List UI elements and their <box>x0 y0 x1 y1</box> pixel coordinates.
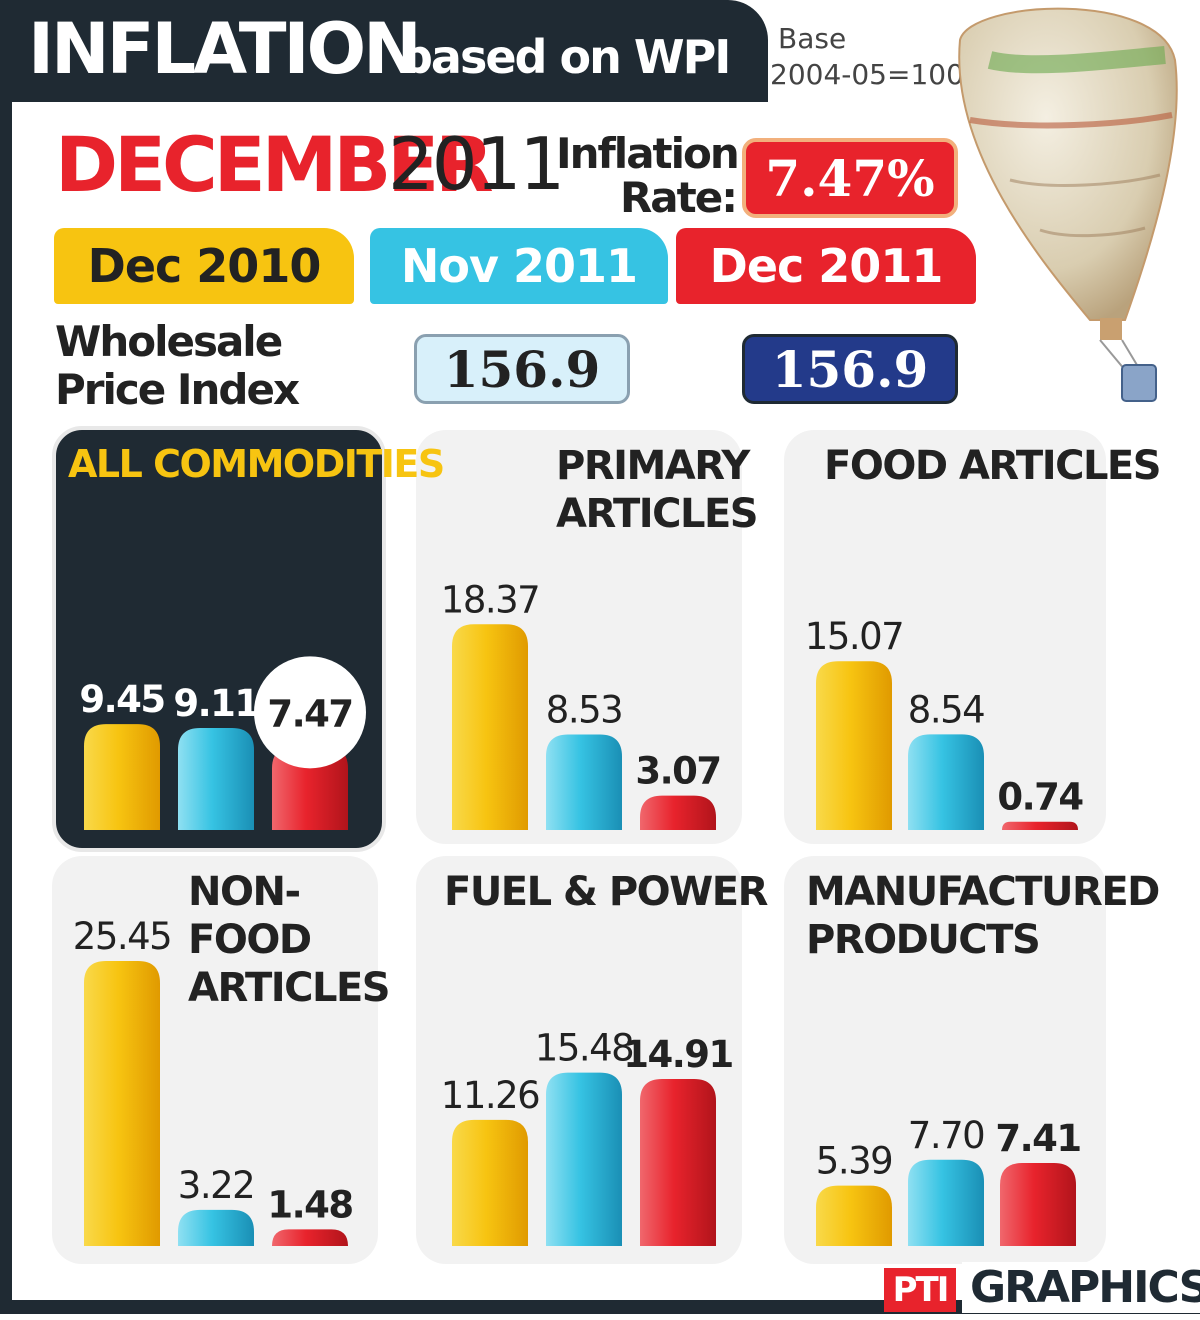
rate-label-line1: Inflation <box>556 129 740 178</box>
wpi-label: Wholesale Price Index <box>55 317 300 414</box>
rate-label-line2: Rate: <box>619 173 738 222</box>
base-line2: 2004-05=100 <box>770 58 964 91</box>
pti-logo: PTI <box>884 1268 956 1312</box>
bar-1-1 <box>546 734 622 830</box>
period-dec-2011: Dec 2011 <box>676 228 976 304</box>
wpi-label-line2: Price Index <box>55 365 300 414</box>
bar-1-0 <box>452 624 528 830</box>
bar-5-0 <box>816 1185 892 1246</box>
highlight-circle <box>254 656 366 769</box>
bar-5-2 <box>1000 1163 1076 1246</box>
title-main: INFLATION <box>28 8 422 90</box>
value-label-5-1: 7.70 <box>908 1114 984 1157</box>
value-label-1-1: 8.53 <box>546 688 622 731</box>
base-line1: Base <box>778 22 847 55</box>
value-label-3-0: 25.45 <box>73 915 171 958</box>
bar-2-2 <box>1002 821 1078 830</box>
value-label-4-0: 11.26 <box>441 1074 539 1117</box>
value-label-2-2: 0.74 <box>997 776 1083 819</box>
bar-5-1 <box>908 1159 984 1246</box>
bar-0-0 <box>84 724 160 830</box>
chart-title-all-commodities: ALL COMMODITIES <box>68 442 445 486</box>
value-label-1-0: 18.37 <box>441 578 539 621</box>
value-label-5-2: 7.41 <box>995 1117 1080 1160</box>
period-nov-2011: Nov 2011 <box>370 228 668 304</box>
bar-4-2 <box>640 1079 716 1246</box>
period-dec-2010: Dec 2010 <box>54 228 354 304</box>
bar-0-2 <box>272 746 348 830</box>
graphics-label: GRAPHICS <box>962 1262 1200 1313</box>
value-label-4-1: 15.48 <box>535 1027 633 1070</box>
bar-2-1 <box>908 734 984 830</box>
rate-value-badge: 7.47% <box>742 138 958 218</box>
chart-title-food-articles: FOOD ARTICLES <box>824 443 1162 489</box>
value-label-0-2: 7.47 <box>267 692 352 735</box>
title-sub: based on WPI <box>400 30 731 84</box>
chart-title-non-food-articles: NON-FOOD ARTICLES <box>188 869 391 1011</box>
value-label-4-2: 14.91 <box>623 1033 733 1076</box>
year-label: 2011 <box>388 122 565 206</box>
chart-title-primary-articles: PRIMARY ARTICLES <box>556 443 759 537</box>
wpi-label-line1: Wholesale <box>55 317 283 366</box>
month-label: DECEMBER <box>55 120 494 209</box>
value-label-0-1: 9.11 <box>173 682 258 725</box>
wpi-nov-2011: 156.9 <box>414 334 630 404</box>
value-label-0-0: 9.45 <box>79 678 164 721</box>
bar-3-1 <box>178 1209 254 1246</box>
value-label-3-1: 3.22 <box>178 1164 254 1207</box>
bar-1-2 <box>640 795 716 830</box>
title-banner <box>0 0 768 102</box>
rate-label: Inflation Rate: <box>556 129 740 222</box>
chart-title-fuel-power: FUEL & POWER <box>444 869 768 915</box>
bar-3-2 <box>272 1229 348 1246</box>
wpi-dec-2011: 156.9 <box>742 334 958 404</box>
bar-2-0 <box>816 661 892 830</box>
value-label-3-2: 1.48 <box>267 1183 352 1226</box>
bar-3-0 <box>84 960 160 1246</box>
balloon-illustration <box>958 7 1178 402</box>
value-label-2-0: 15.07 <box>805 615 903 658</box>
bar-4-1 <box>546 1072 622 1246</box>
value-label-5-0: 5.39 <box>816 1140 892 1183</box>
left-rail <box>0 95 12 1313</box>
bar-0-1 <box>178 727 254 830</box>
bar-4-0 <box>452 1119 528 1246</box>
value-label-1-2: 3.07 <box>635 750 720 793</box>
value-label-2-1: 8.54 <box>908 688 984 731</box>
